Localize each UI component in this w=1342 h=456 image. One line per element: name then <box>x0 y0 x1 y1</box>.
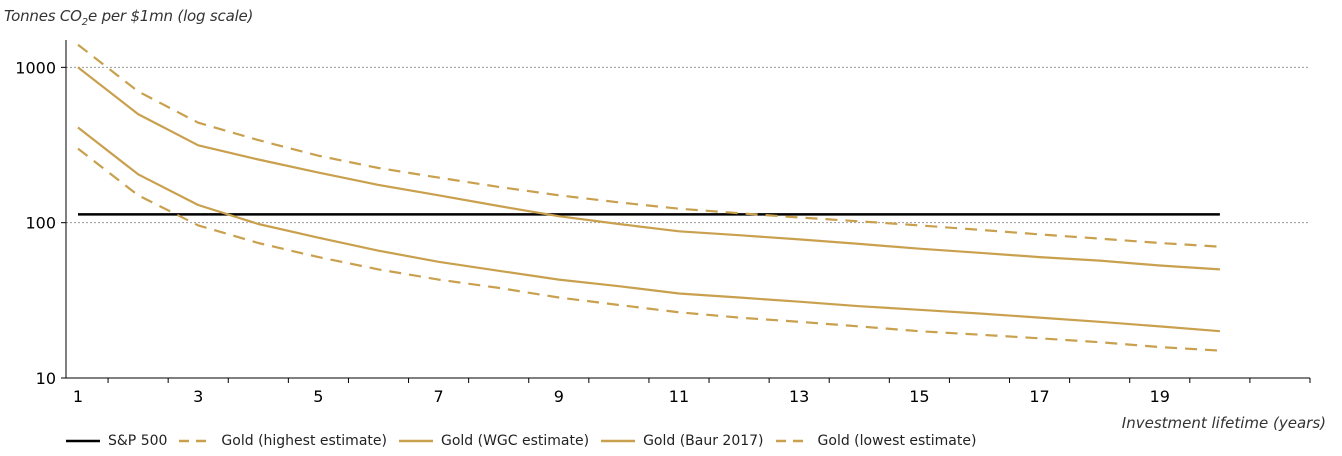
y-axis-label-prefix: Tonnes CO <box>4 7 82 25</box>
x-tick-label: 7 <box>434 387 444 406</box>
y-tick-label: 1000 <box>15 58 56 77</box>
legend-item: Gold (lowest estimate) <box>775 433 977 449</box>
x-tick-label: 9 <box>554 387 564 406</box>
legend-label: Gold (WGC estimate) <box>440 433 590 449</box>
legend-label: S&P 500 <box>108 433 168 449</box>
legend-item: S&P 500 <box>66 433 167 449</box>
x-tick-label: 17 <box>1029 387 1049 406</box>
legend-item: Gold (Baur 2017) <box>601 433 764 449</box>
legend-label: Gold (lowest estimate) <box>817 433 977 449</box>
legend-item: Gold (WGC estimate) <box>398 433 590 449</box>
y-axis-label-suffix: e per $1mn (log scale) <box>87 7 254 25</box>
y-tick-labels: 10 100 1000 <box>15 58 56 388</box>
legend-label: Gold (Baur 2017) <box>643 433 764 449</box>
series-lines <box>77 43 1220 352</box>
legend-swatch <box>398 439 433 443</box>
x-tick-label: 19 <box>1150 387 1170 406</box>
y-tick-label: 10 <box>36 369 56 388</box>
x-tick-label: 15 <box>909 387 929 406</box>
x-tick-label: 13 <box>789 387 809 406</box>
y-axis-label-subscript: 2 <box>81 17 88 28</box>
legend-swatch <box>775 439 810 443</box>
series-line-gold-highest-estimate- <box>77 43 1220 248</box>
series-line-gold-wgc-estimate- <box>77 66 1220 271</box>
x-tick-labels: 1 3 5 7 9 11 13 15 17 19 <box>73 387 1170 406</box>
y-axis-label: Tonnes CO2e per $1mn (log scale) <box>4 7 253 28</box>
legend-swatch <box>66 439 100 443</box>
legend-swatch <box>179 439 214 443</box>
x-axis-label: Investment lifetime (years) <box>1121 414 1326 432</box>
legend-label: Gold (highest estimate) <box>221 433 387 449</box>
x-tick-label: 3 <box>193 387 203 406</box>
x-tick-label: 1 <box>73 387 83 406</box>
series-line-gold-lowest-estimate- <box>77 147 1220 352</box>
x-tick-label: 11 <box>669 387 689 406</box>
legend-item: Gold (highest estimate) <box>179 433 387 449</box>
y-tick-label: 100 <box>25 214 56 233</box>
gridlines <box>66 66 1310 224</box>
x-tick-label: 5 <box>313 387 323 406</box>
series-line-gold-baur-2017- <box>77 126 1220 333</box>
legend: S&P 500 Gold (highest estimate) Gold (WGC … <box>66 433 988 449</box>
legend-swatch <box>601 439 636 443</box>
axes <box>61 40 1311 383</box>
